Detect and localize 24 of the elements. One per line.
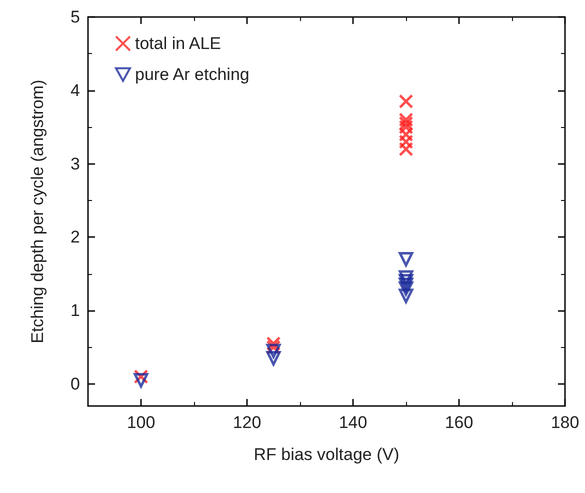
x-tick-label: 160	[444, 413, 474, 432]
x-tick-label: 180	[550, 413, 580, 432]
y-tick-label: 2	[70, 228, 80, 247]
point	[398, 274, 414, 288]
point	[398, 94, 414, 109]
x-axis-title: RF bias voltage (V)	[254, 445, 400, 464]
y-tick-label: 1	[70, 301, 80, 320]
x-tick-label: 100	[126, 413, 156, 432]
point	[398, 288, 414, 304]
y-tick-label: 5	[70, 8, 80, 26]
y-tick-label: 3	[70, 154, 80, 174]
x-tick-label: 120	[232, 413, 262, 432]
point	[398, 281, 414, 296]
y-axis-title: Etching depth per cycle (angstrom)	[28, 80, 47, 344]
point	[398, 278, 414, 292]
point	[266, 351, 281, 366]
legend-label: total in ALE	[135, 34, 222, 53]
x-tick-label: 140	[338, 413, 368, 432]
legend-label: pure Ar etching	[135, 65, 250, 84]
point	[398, 252, 414, 266]
point	[266, 344, 281, 358]
y-tick-label: 0	[70, 374, 80, 394]
point	[134, 373, 148, 388]
y-tick-label: 4	[70, 80, 80, 100]
